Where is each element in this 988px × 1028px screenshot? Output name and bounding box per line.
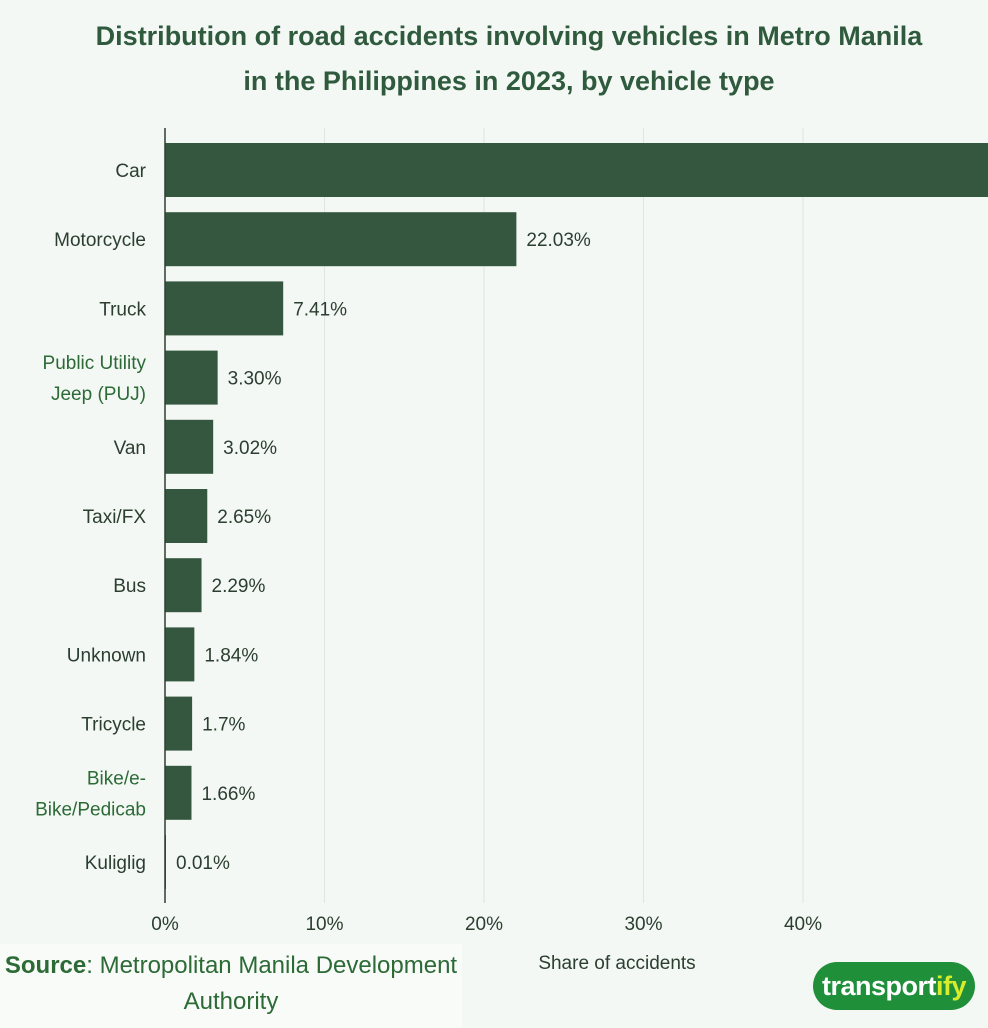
category-label: Van xyxy=(114,438,146,459)
x-tick-label: 40% xyxy=(784,914,822,935)
data-label: 1.84% xyxy=(204,645,258,666)
category-label: Bike/Pedicab xyxy=(35,799,146,820)
category-label: Truck xyxy=(99,299,146,320)
category-label: Motorcycle xyxy=(54,230,146,251)
transportify-logo: transport ify xyxy=(813,962,975,1010)
category-label: Bus xyxy=(113,576,146,597)
category-label: Jeep (PUJ) xyxy=(51,384,146,405)
logo-text-main: transport xyxy=(821,970,937,1001)
chart-title: Distribution of road accidents involving… xyxy=(30,14,988,104)
source-label: Source xyxy=(4,952,87,979)
data-label: 22.03% xyxy=(526,230,591,251)
category-label: Public Utility xyxy=(43,353,147,374)
x-axis-title: Share of accidents xyxy=(538,953,695,974)
bar xyxy=(165,281,284,336)
category-label: Taxi/FX xyxy=(83,507,147,528)
x-tick-label: 0% xyxy=(151,914,179,935)
chart-title-line-1: Distribution of road accidents involving… xyxy=(95,21,923,51)
bar xyxy=(165,696,193,751)
data-label: 2.29% xyxy=(212,576,266,597)
bar xyxy=(165,350,218,405)
bar xyxy=(165,143,988,197)
data-label: 0.01% xyxy=(176,853,230,874)
category-label: Car xyxy=(115,161,146,182)
category-label: Kuliglig xyxy=(85,853,146,874)
bar xyxy=(165,765,192,820)
x-tick-label: 10% xyxy=(305,914,343,935)
source-note: Source: Metropolitan Manila Development … xyxy=(0,944,462,1028)
source-text: : Metropolitan Manila Development Author… xyxy=(86,952,458,1015)
data-label: 1.7% xyxy=(202,715,245,736)
category-label: Bike/e- xyxy=(87,768,146,789)
chart-title-line-2: in the Philippines in 2023, by vehicle t… xyxy=(243,66,775,96)
data-label: 2.65% xyxy=(217,507,271,528)
category-label: Unknown xyxy=(67,645,146,666)
x-tick-label: 30% xyxy=(624,914,662,935)
logo-text-accent: ify xyxy=(936,970,967,1001)
bar xyxy=(165,627,195,682)
category-label: Tricycle xyxy=(81,715,146,736)
data-label: 1.66% xyxy=(201,784,255,805)
bar xyxy=(165,489,208,543)
bar xyxy=(165,212,517,267)
data-label: 7.41% xyxy=(293,299,347,320)
data-label: 3.30% xyxy=(228,369,282,390)
bar xyxy=(165,558,202,613)
bar xyxy=(165,419,214,474)
data-label: 3.02% xyxy=(223,438,277,459)
x-tick-label: 20% xyxy=(465,914,503,935)
